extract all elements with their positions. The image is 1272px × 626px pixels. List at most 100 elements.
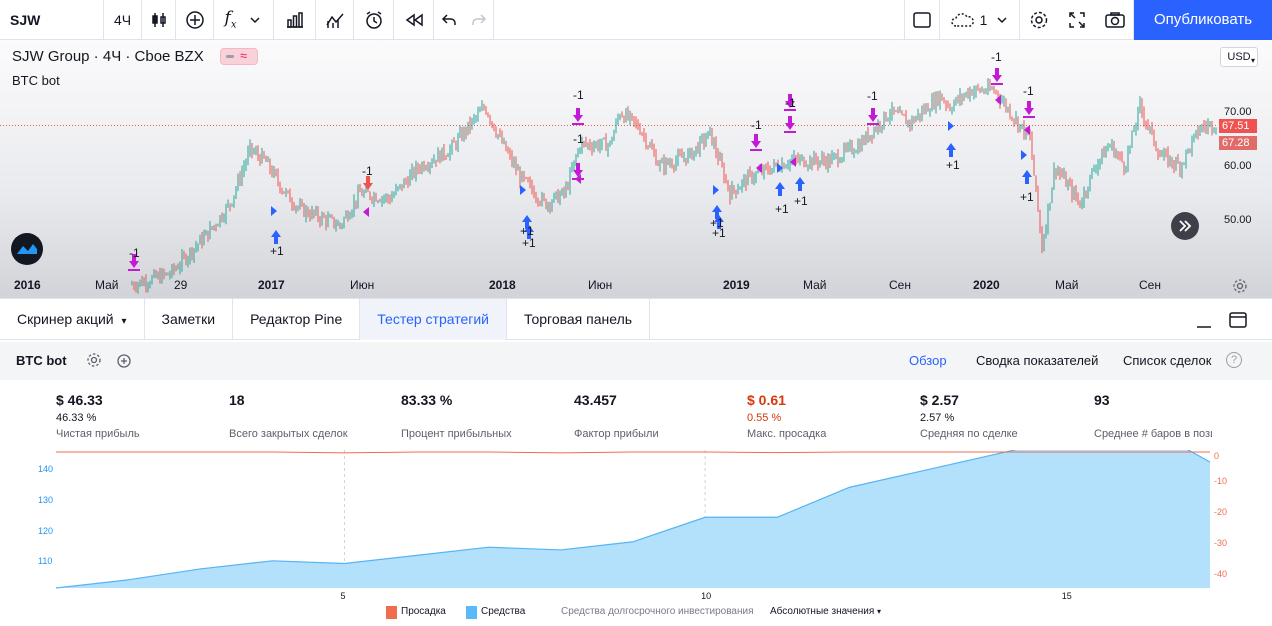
trade-label: +1 <box>270 244 284 258</box>
entry-triangle-icon <box>948 121 954 131</box>
fx-icon[interactable]: fx <box>214 0 274 40</box>
legend-buy-hold[interactable]: Средства долгосрочного инвестирования <box>561 606 754 617</box>
alarm-plus-icon[interactable] <box>115 351 133 374</box>
stat-percent: 0.55 % <box>747 412 782 424</box>
drawdown-axis-label: -20 <box>1214 507 1228 517</box>
symbol-title: SJW Group · 4Ч · Cboe BZX <box>12 48 204 65</box>
tab-notes[interactable]: Заметки <box>145 299 234 340</box>
toolbar-right: 1 Опубликовать <box>904 0 1272 40</box>
layout-selector[interactable]: 1 <box>940 0 1020 40</box>
trade-label: -1 <box>785 96 796 110</box>
exit-arrow-icon <box>1024 101 1034 115</box>
time-axis-label: 2019 <box>723 278 750 292</box>
approx-icon: ≈ <box>240 48 248 63</box>
rectangle-icon[interactable] <box>904 0 940 40</box>
long-entry-arrow-icon <box>524 225 534 239</box>
tradingview-logo[interactable] <box>11 233 43 265</box>
help-icon[interactable]: ? <box>1226 352 1242 368</box>
maximize-icon[interactable] <box>1229 311 1247 334</box>
scroll-right-button[interactable] <box>1171 212 1199 240</box>
trade-label: +1 <box>710 216 724 230</box>
time-axis-label: 2016 <box>14 278 41 292</box>
stat-avg-bars: 93 Среднее # баров в позиции <box>1094 392 1212 440</box>
tab-screener[interactable]: Скринер акций ▾ <box>0 299 145 340</box>
mode-selector[interactable]: Абсолютные значения ▾ <box>770 606 881 617</box>
legend-drawdown[interactable]: Просадка <box>401 606 446 617</box>
time-axis-label: Май <box>1055 278 1079 292</box>
trade-label: -1 <box>573 132 584 146</box>
tab-overview[interactable]: Обзор <box>909 353 947 368</box>
trade-label: -1 <box>751 118 762 132</box>
exit-arrow-icon <box>868 108 878 122</box>
trade-label: -1 <box>1023 84 1034 98</box>
tab-performance-summary[interactable]: Сводка показателей <box>976 353 1099 368</box>
fullscreen-icon[interactable] <box>1058 0 1096 40</box>
stat-percent <box>229 412 399 424</box>
chevron-down-icon <box>997 17 1007 24</box>
tab-trades-list[interactable]: Список сделок <box>1123 353 1212 368</box>
drawdown-axis-label: -10 <box>1214 476 1228 486</box>
stat-percent <box>1094 412 1212 424</box>
exit-triangle-icon <box>790 157 796 167</box>
alarm-icon[interactable] <box>354 0 394 40</box>
chevron-down-icon: ▾ <box>1251 56 1256 65</box>
stat-percent: 2.57 % <box>920 412 955 424</box>
equity-axis-label: 110 <box>38 556 53 566</box>
study-title: BTC bot <box>12 73 60 88</box>
legend-equity[interactable]: Средства <box>481 606 526 617</box>
tab-strategy-tester[interactable]: Тестер стратегий <box>360 299 507 340</box>
minimize-icon[interactable] <box>1196 313 1212 334</box>
exit-arrow-icon <box>785 116 795 130</box>
exit-triangle-icon <box>756 163 762 173</box>
indicator-icon[interactable] <box>316 0 354 40</box>
plus-circle-icon[interactable] <box>176 0 214 40</box>
trade-label: -1 <box>573 88 584 102</box>
stat-label: Средняя по сделке <box>920 428 1018 440</box>
time-axis-label: Июн <box>350 278 375 292</box>
price-chart[interactable]: SJW Group · 4Ч · Cboe BZX ≈ BTC bot USD … <box>0 40 1272 298</box>
undo-icon[interactable] <box>434 0 464 40</box>
candles-icon[interactable] <box>142 0 176 40</box>
stat-value: 43.457 <box>574 392 617 408</box>
exit-arrow-icon <box>129 254 139 268</box>
equity-area <box>56 450 1210 588</box>
stat-percent <box>574 412 744 424</box>
equity-line <box>55 450 1211 589</box>
exit-bar <box>867 123 879 125</box>
long-entry-arrow-icon <box>522 215 532 229</box>
exit-triangle-icon <box>995 95 1001 105</box>
trade-label: -1 <box>991 50 1002 64</box>
candlestick-series <box>0 68 1218 294</box>
candles <box>131 77 1217 294</box>
redo-icon[interactable] <box>464 0 494 40</box>
long-entry-arrow-icon <box>795 177 805 191</box>
trade-label: +1 <box>522 236 536 250</box>
time-axis-label: Май <box>95 278 119 292</box>
stat-percent: 46.33 % <box>56 412 97 424</box>
currency-selector[interactable]: USD <box>1220 47 1258 67</box>
replay-icon[interactable] <box>394 0 434 40</box>
publish-button[interactable]: Опубликовать <box>1134 0 1272 40</box>
tab-pine-editor[interactable]: Редактор Pine <box>233 299 361 340</box>
tab-trading-panel[interactable]: Торговая панель <box>507 299 651 340</box>
camera-icon[interactable] <box>1096 0 1134 40</box>
gear-icon[interactable] <box>86 352 102 373</box>
bottom-panel-tabs: Скринер акций ▾ Заметки Редактор Pine Те… <box>0 298 1272 340</box>
gear-icon[interactable] <box>1232 278 1248 298</box>
stat-value: $ 0.61 <box>747 392 786 408</box>
symbol-search[interactable]: SJW <box>0 0 104 40</box>
drawdown-axis-label: -40 <box>1214 569 1228 579</box>
gear-icon[interactable] <box>1020 0 1058 40</box>
exit-bar <box>784 109 796 111</box>
interval-button[interactable]: 4Ч <box>104 0 142 40</box>
drawdown-axis-label: 0 <box>1214 451 1220 461</box>
layout-count: 1 <box>979 12 988 28</box>
stat-value: $ 46.33 <box>56 392 103 408</box>
trade-label: +1 <box>1020 190 1034 204</box>
bar-chart-icon[interactable] <box>274 0 316 40</box>
stat-avg-trade: $ 2.57 2.57 % Средняя по сделке <box>920 392 1090 440</box>
equity-chart: 140 130 120 110 0 -10 -20 -30 -40 5 10 15 Просадка … <box>0 450 1272 626</box>
visibility-toggle[interactable]: ≈ <box>220 48 258 65</box>
stat-profit-factor: 43.457 Фактор прибыли <box>574 392 744 440</box>
stat-net-profit: $ 46.33 46.33 % Чистая прибыль <box>56 392 226 440</box>
